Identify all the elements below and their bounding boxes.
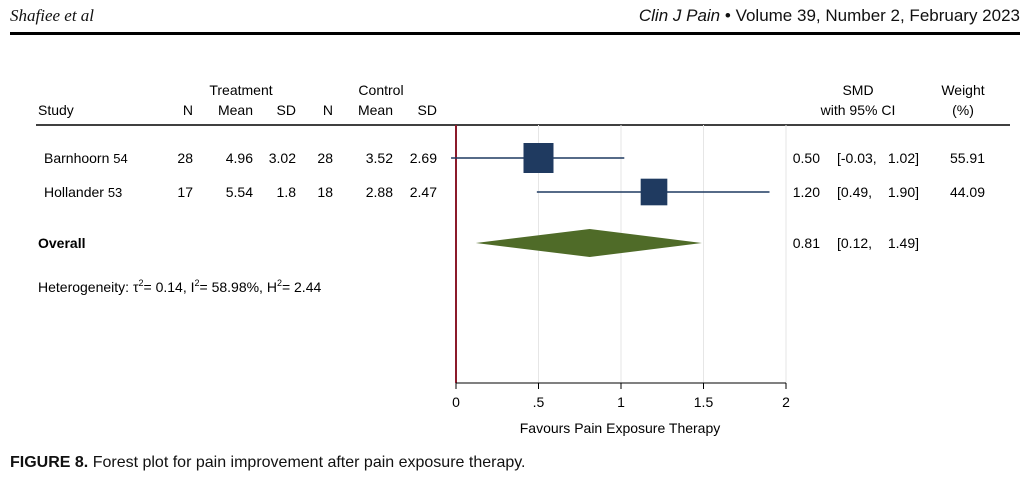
running-head-journal: Clin J Pain • Volume 39, Number 2, Febru… xyxy=(639,6,1020,26)
study-effect-box xyxy=(640,178,668,206)
journal-name: Clin J Pain xyxy=(638,6,721,25)
x-tick-label: 1.5 xyxy=(694,394,714,410)
bullet-separator: • xyxy=(724,6,731,25)
tau-squared-superscript: 2 xyxy=(138,278,143,288)
control-n: 18 xyxy=(317,184,333,200)
h-squared-value: = 2.44 xyxy=(282,279,322,295)
x-tick-label: 1 xyxy=(617,394,625,410)
overall-label: Overall xyxy=(38,235,85,251)
study-effect-box xyxy=(523,143,554,173)
plot-marks xyxy=(451,143,770,257)
control-sd: 2.47 xyxy=(410,184,437,200)
treatment-mean: 5.54 xyxy=(226,184,253,200)
overall-diamond xyxy=(475,229,702,257)
study-ci-lower: [0.49, xyxy=(837,184,872,200)
overall-ci-lower: [0.12, xyxy=(837,235,872,251)
treatment-group-header: Treatment xyxy=(209,82,272,98)
overall-ci-upper: 1.49] xyxy=(888,235,919,251)
smd-subheader: with 95% CI xyxy=(820,102,896,118)
i-squared-superscript: 2 xyxy=(194,278,199,288)
treatment-sd-header: SD xyxy=(277,102,296,118)
treatment-sd: 1.8 xyxy=(277,184,297,200)
x-tick-label: .5 xyxy=(533,394,545,410)
study-reference: 53 xyxy=(108,185,122,200)
h-squared-superscript: 2 xyxy=(277,278,282,288)
treatment-mean-header: Mean xyxy=(218,102,253,118)
heterogeneity-stats: Heterogeneity: τ2= 0.14, I2= 58.98%, H2=… xyxy=(38,278,321,295)
control-sd: 2.69 xyxy=(410,150,437,166)
control-mean: 2.88 xyxy=(366,184,393,200)
control-sd-header: SD xyxy=(418,102,437,118)
i-squared-value: = 58.98%, H xyxy=(200,279,277,295)
forest-plot: Treatment Control SMD Weight Study N Mea… xyxy=(36,82,1010,436)
weight-subheader: (%) xyxy=(952,102,974,118)
control-mean: 3.52 xyxy=(366,150,393,166)
treatment-n: 17 xyxy=(177,184,193,200)
figure-label: FIGURE 8. xyxy=(10,454,89,471)
control-mean-header: Mean xyxy=(358,102,393,118)
x-tick-label: 0 xyxy=(452,394,460,410)
overall-smd: 0.81 xyxy=(793,235,820,251)
x-tick-label: 2 xyxy=(782,394,790,410)
figure-caption: FIGURE 8. Forest plot for pain improveme… xyxy=(10,454,526,472)
journal-issue: Volume 39, Number 2, February 2023 xyxy=(735,6,1020,25)
study-rows: Barnhoorn 54 28 4.96 3.02 28 3.52 2.69 0.50 1.02… xyxy=(44,150,985,200)
smd-header: SMD xyxy=(842,82,873,98)
study-ci-lower: [-0.03, xyxy=(837,150,877,166)
study-ci-upper: 1.90] xyxy=(888,184,919,200)
study-smd: 1.20 xyxy=(793,184,820,200)
control-n: 28 xyxy=(317,150,333,166)
header-rule xyxy=(10,32,1020,35)
study-weight: 55.91 xyxy=(950,150,985,166)
study-name: Hollander 53 xyxy=(44,184,122,200)
treatment-mean: 4.96 xyxy=(226,150,253,166)
study-header: Study xyxy=(38,102,74,118)
treatment-n: 28 xyxy=(177,150,193,166)
control-group-header: Control xyxy=(358,82,403,98)
study-smd: 0.50 xyxy=(793,150,820,166)
x-axis: 0 .5 1 1.5 2 xyxy=(452,382,790,410)
tau-squared-value: = 0.14, I xyxy=(144,279,195,295)
study-name: Barnhoorn 54 xyxy=(44,150,128,166)
treatment-n-header: N xyxy=(183,102,193,118)
study-ci-upper: 1.02] xyxy=(888,150,919,166)
study-weight: 44.09 xyxy=(950,184,985,200)
figure-caption-text: Forest plot for pain improvement after p… xyxy=(92,454,526,471)
running-head-authors: Shafiee et al xyxy=(10,6,95,25)
heterogeneity-tau-label: Heterogeneity: τ xyxy=(38,279,139,295)
plot-grid xyxy=(455,125,787,383)
x-axis-title: Favours Pain Exposure Therapy xyxy=(520,420,721,436)
weight-header: Weight xyxy=(941,82,984,98)
study-reference: 54 xyxy=(113,151,127,166)
treatment-sd: 3.02 xyxy=(269,150,296,166)
control-n-header: N xyxy=(323,102,333,118)
